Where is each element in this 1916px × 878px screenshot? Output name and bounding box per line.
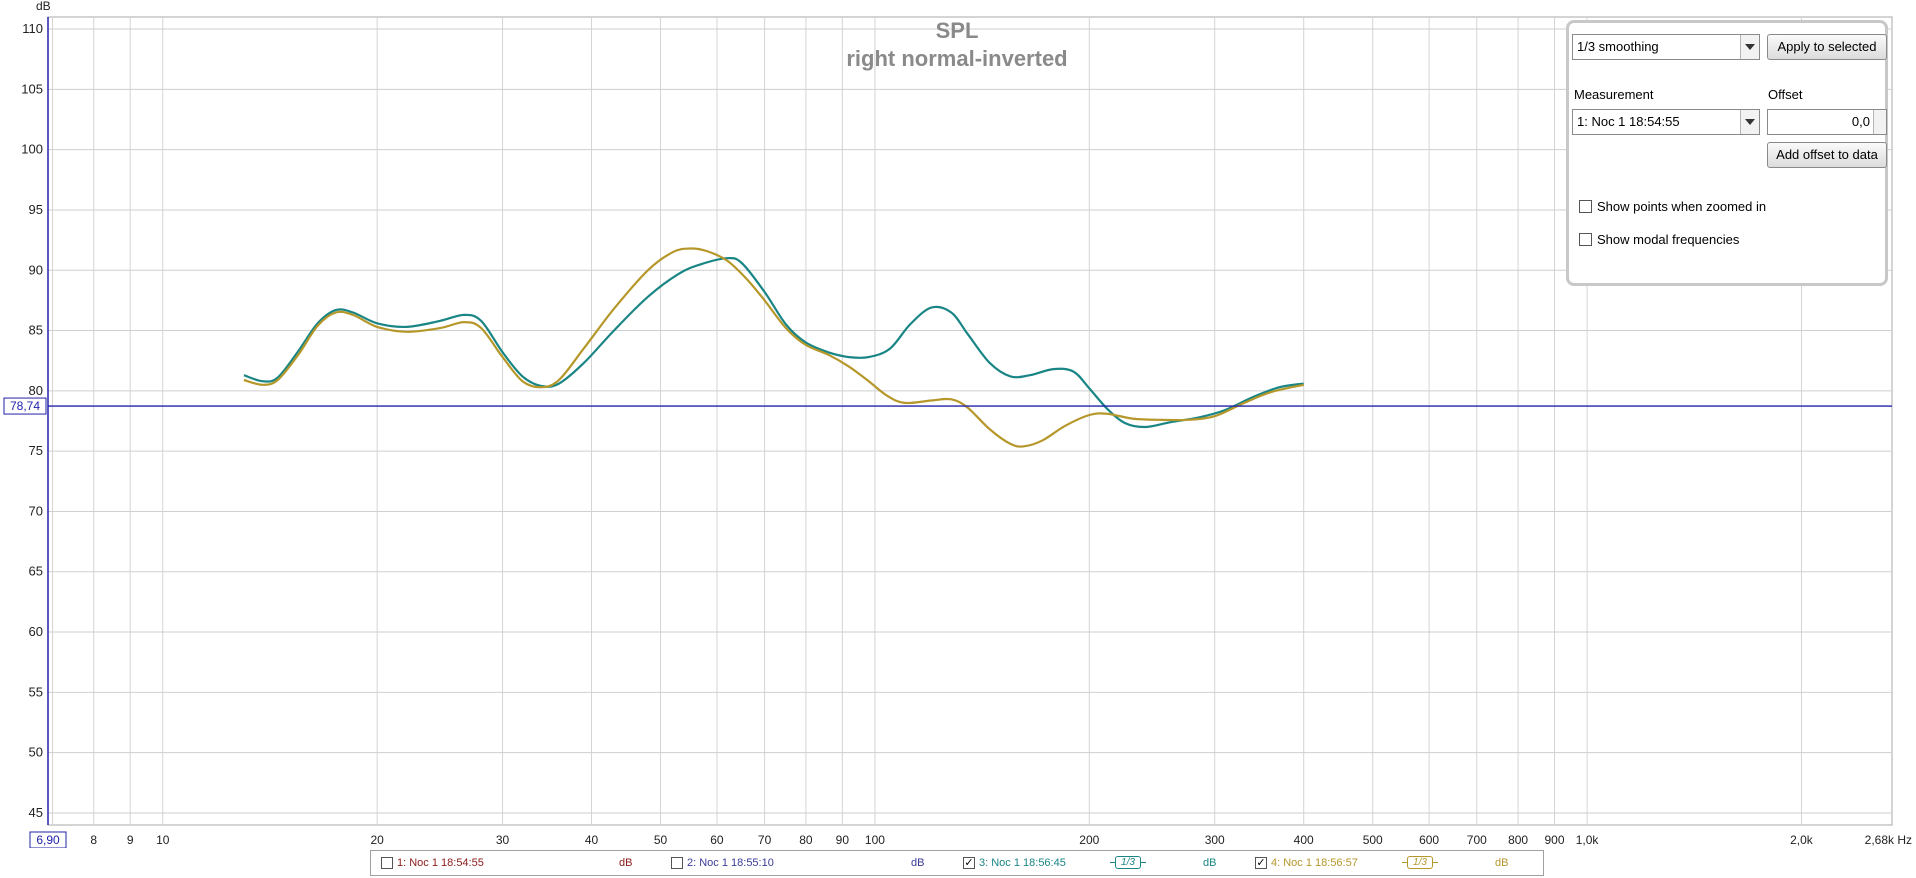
y-axis: 110 105 100 95 90 85 80 75 70 65 60 55 50 45 <box>21 21 43 820</box>
x-tick-label: 500 <box>1363 833 1383 847</box>
y-tick-label: 95 <box>29 202 43 217</box>
legend-checkbox-4[interactable]: ✓ <box>1255 857 1267 869</box>
legend-smoothing-3[interactable]: 1/3 <box>1110 856 1146 869</box>
measurement-value: 1: Noc 1 18:54:55 <box>1577 114 1680 129</box>
legend-item-3[interactable]: 3: Noc 1 18:56:45 <box>979 857 1066 869</box>
x-tick-label: 600 <box>1419 833 1439 847</box>
x-tick-label: 2,68k Hz <box>1865 833 1912 847</box>
legend-checkbox-2[interactable] <box>671 857 683 869</box>
measurement-select[interactable]: 1: Noc 1 18:54:55 <box>1572 109 1760 135</box>
cursor-y-readout: 78,74 <box>10 399 40 413</box>
smoothing-value: 1/3 smoothing <box>1577 39 1659 54</box>
x-tick-label: 70 <box>758 833 772 847</box>
x-tick-label: 100 <box>865 833 885 847</box>
offset-value[interactable]: 0,0 <box>1851 114 1870 129</box>
y-tick-label: 70 <box>29 503 43 518</box>
y-tick-label: 60 <box>29 624 43 639</box>
x-tick-label: 20 <box>370 833 384 847</box>
legend-unit-4: dB <box>1495 857 1509 869</box>
y-tick-label: 75 <box>29 443 43 458</box>
legend-item-4[interactable]: 4: Noc 1 18:56:57 <box>1271 857 1358 869</box>
x-tick-label: 200 <box>1079 833 1099 847</box>
apply-to-selected-button[interactable]: Apply to selected <box>1767 34 1887 60</box>
x-tick-label: 50 <box>654 833 668 847</box>
series-line <box>243 256 1304 429</box>
legend-unit-2: dB <box>911 857 925 869</box>
controls-panel: 1/3 smoothing Apply to selected Measurem… <box>1566 20 1888 286</box>
legend-unit-3: dB <box>1203 857 1217 869</box>
x-tick-label: 400 <box>1294 833 1314 847</box>
x-tick-label: 10 <box>156 833 170 847</box>
cursor-x-readout: 6,90 <box>36 833 60 847</box>
x-tick-label: 300 <box>1205 833 1225 847</box>
y-tick-label: 110 <box>22 21 43 36</box>
legend-unit-1: dB <box>619 857 633 869</box>
show-points-checkbox[interactable] <box>1579 200 1592 213</box>
cursor-y-readout-box <box>3 397 47 415</box>
show-modal-label: Show modal frequencies <box>1597 232 1740 247</box>
y-tick-label: 100 <box>21 142 43 157</box>
chart-subtitle: right normal-inverted <box>846 46 1067 71</box>
legend-checkbox-3[interactable]: ✓ <box>963 857 975 869</box>
legend-item-1[interactable]: 1: Noc 1 18:54:55 <box>397 857 484 869</box>
spin-up-icon[interactable] <box>1873 110 1886 122</box>
x-tick-label: 700 <box>1467 833 1487 847</box>
legend-item-2[interactable]: 2: Noc 1 18:55:10 <box>687 857 774 869</box>
x-tick-label: 80 <box>799 833 813 847</box>
x-tick-label: 60 <box>710 833 724 847</box>
y-tick-label: 65 <box>29 564 43 579</box>
x-tick-label: 900 <box>1544 833 1564 847</box>
y-tick-label: 85 <box>29 323 43 338</box>
y-tick-label: 80 <box>29 383 43 398</box>
grid <box>48 17 1892 825</box>
y-axis-label: dB <box>36 0 51 13</box>
measurement-legend: 1: Noc 1 18:54:55 dB 2: Noc 1 18:55:10 d… <box>370 850 1544 876</box>
x-tick-label: 9 <box>127 833 134 847</box>
add-offset-button[interactable]: Add offset to data <box>1767 142 1887 168</box>
chart-title: SPL <box>936 18 979 43</box>
show-modal-checkbox[interactable] <box>1579 233 1592 246</box>
x-tick-label: 800 <box>1508 833 1528 847</box>
cursor-x-readout-box <box>29 831 67 848</box>
x-tick-label: 1,0k <box>1576 833 1600 847</box>
y-tick-label: 55 <box>29 684 43 699</box>
y-tick-label: 105 <box>21 81 43 96</box>
spin-down-icon[interactable] <box>1873 122 1886 134</box>
offset-spinner[interactable]: 0,0 <box>1767 109 1887 135</box>
offset-label: Offset <box>1768 87 1803 102</box>
y-tick-label: 45 <box>29 805 43 820</box>
y-tick-label: 50 <box>29 745 43 760</box>
show-points-label: Show points when zoomed in <box>1597 199 1767 214</box>
chevron-down-icon[interactable] <box>1740 110 1759 134</box>
series-line <box>243 247 1304 448</box>
x-tick-label: 40 <box>585 833 599 847</box>
legend-checkbox-1[interactable] <box>381 857 393 869</box>
x-tick-label: 2,0k <box>1790 833 1814 847</box>
series-group <box>243 247 1304 448</box>
x-tick-label: 30 <box>496 833 510 847</box>
legend-smoothing-4[interactable]: 1/3 <box>1402 856 1438 869</box>
smoothing-select[interactable]: 1/3 smoothing <box>1572 34 1760 60</box>
chevron-down-icon[interactable] <box>1740 35 1759 59</box>
x-axis: 8 9 10 20 30 40 50 60 70 80 90 100 200 300 400 500 600 70… <box>90 833 1912 847</box>
y-tick-label: 90 <box>29 262 43 277</box>
x-tick-label: 8 <box>90 833 97 847</box>
measurement-label: Measurement <box>1574 87 1654 102</box>
x-tick-label: 90 <box>836 833 850 847</box>
